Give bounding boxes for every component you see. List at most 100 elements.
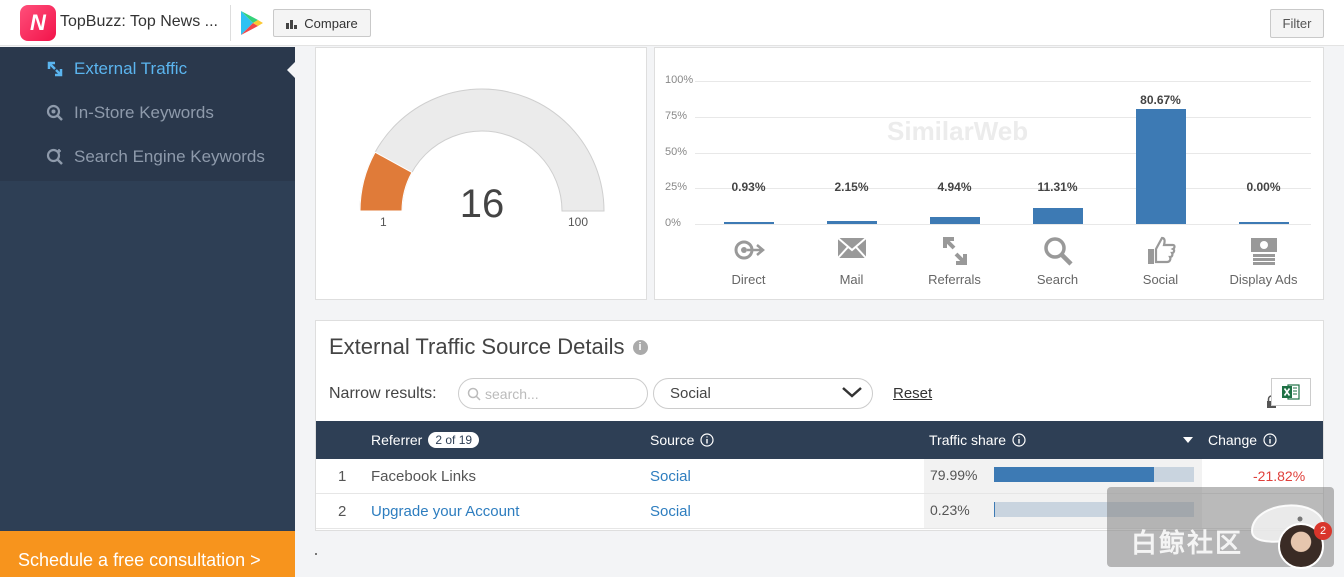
category-label[interactable]: Mail: [839, 272, 864, 287]
info-icon[interactable]: [700, 433, 714, 447]
app-logo[interactable]: N: [20, 5, 56, 41]
col-traffic-share-label: Traffic share: [929, 432, 1007, 448]
info-icon[interactable]: i: [632, 339, 648, 355]
bar-search[interactable]: [1032, 207, 1083, 224]
search-box[interactable]: [458, 378, 648, 409]
search-input[interactable]: [485, 385, 635, 402]
external-traffic-icon: [47, 61, 63, 77]
row-rank: 1: [338, 468, 347, 485]
col-change[interactable]: Change: [1208, 432, 1277, 448]
notification-badge[interactable]: 2: [1314, 522, 1332, 540]
sidebar-item-label: Search Engine Keywords: [74, 147, 265, 166]
schedule-consultation-button[interactable]: Schedule a free consultation >: [0, 531, 295, 577]
reset-link[interactable]: Reset: [893, 385, 933, 402]
logo-letter: N: [30, 10, 46, 35]
dot: [315, 553, 317, 555]
sidebar-item-instore-keywords[interactable]: In-Store Keywords: [46, 103, 214, 123]
search-icon[interactable]: [1008, 236, 1108, 266]
app-title[interactable]: TopBuzz: Top News ...: [60, 13, 218, 30]
traffic-share-cell: 79.99%: [924, 459, 1202, 493]
traffic-sources-chart-panel: SimilarWeb 100% 75% 50% 25% 0% 0.93% Direct 2.1…: [654, 47, 1324, 300]
gridline: [695, 152, 1311, 154]
source-filter-value: Social: [670, 385, 711, 402]
bar-referrals[interactable]: [929, 216, 980, 224]
display-ads-icon[interactable]: [1214, 236, 1314, 266]
gridline: [695, 81, 1311, 82]
category-label[interactable]: Search: [1036, 272, 1079, 287]
active-indicator: [287, 62, 295, 78]
source-link[interactable]: Social: [650, 468, 691, 485]
social-thumbs-up-icon[interactable]: [1111, 236, 1211, 266]
top-bar: N TopBuzz: Top News ... Compare Filter: [0, 0, 1344, 46]
compare-button[interactable]: Compare: [273, 9, 371, 37]
referrals-icon[interactable]: [905, 236, 1005, 266]
gridline: [695, 224, 1311, 225]
divider: [230, 5, 231, 41]
sidebar-item-external-traffic[interactable]: External Traffic: [46, 59, 187, 79]
instore-search-icon: [46, 104, 63, 121]
category-label[interactable]: Display Ads: [1229, 272, 1298, 287]
gauge-value: 16: [459, 182, 505, 226]
gauge-fill: [359, 151, 413, 212]
gridline: [695, 116, 1311, 118]
chevron-down-icon: [842, 387, 862, 398]
y-tick-label: 50%: [665, 145, 688, 158]
category-label[interactable]: Referrals: [928, 272, 981, 287]
excel-icon: [1282, 384, 1300, 400]
gauge-min-label: 1: [380, 215, 387, 229]
bar-direct[interactable]: [723, 222, 774, 224]
traffic-share-bar: [994, 467, 1194, 482]
result-count-badge: 2 of 19: [428, 432, 480, 448]
similarweb-watermark: SimilarWeb: [887, 116, 1029, 146]
row-rank: 2: [338, 503, 347, 520]
search-engine-icon: [46, 148, 63, 165]
bar-value-label: 80.67%: [1140, 92, 1181, 107]
global-rank-gauge-panel: 16 1 100: [315, 47, 647, 300]
table-row: 1 Facebook Links Social 79.99% -21.82%: [316, 459, 1323, 494]
gauge-chart: [359, 88, 605, 212]
bar-mail[interactable]: [826, 220, 877, 224]
gauge-track: [359, 88, 605, 212]
direct-icon[interactable]: [699, 236, 799, 264]
col-source[interactable]: Source: [650, 432, 714, 448]
sidebar: External Traffic In-Store Keywords Searc…: [0, 47, 295, 577]
info-icon[interactable]: [1263, 433, 1277, 447]
bar-social[interactable]: [1135, 108, 1186, 224]
traffic-share-value: 0.23%: [930, 502, 970, 518]
y-tick-label: 100%: [665, 74, 694, 86]
bar-value-label: 4.94%: [937, 180, 972, 194]
category-label[interactable]: Direct: [731, 272, 766, 287]
source-filter-select[interactable]: Social: [653, 378, 873, 409]
info-icon[interactable]: [1012, 433, 1026, 447]
google-play-icon[interactable]: [240, 10, 264, 36]
y-tick-label: 25%: [665, 181, 688, 194]
gauge-max-label: 100: [568, 215, 589, 229]
y-tick-label: 0%: [665, 217, 681, 229]
bar-chart-icon: [286, 19, 298, 29]
search-icon: [467, 387, 481, 401]
bar-value-label: 0.93%: [731, 180, 766, 194]
col-referrer-label: Referrer: [371, 432, 423, 448]
filter-button[interactable]: Filter: [1270, 9, 1324, 38]
col-change-label: Change: [1208, 432, 1258, 448]
traffic-share-value: 79.99%: [930, 467, 978, 483]
source-link[interactable]: Social: [650, 503, 691, 520]
col-referrer[interactable]: Referrer 2 of 19: [371, 432, 480, 448]
change-value: -21.82%: [1253, 468, 1306, 484]
excel-export-button[interactable]: [1271, 378, 1311, 406]
sidebar-item-label: External Traffic: [74, 59, 188, 78]
narrow-results-label: Narrow results:: [329, 385, 437, 402]
col-traffic-share[interactable]: Traffic share: [929, 432, 1026, 448]
details-title: External Traffic Source Details i: [329, 334, 648, 360]
bar-value-label: 0.00%: [1246, 180, 1281, 194]
bar-display-ads[interactable]: [1238, 222, 1289, 224]
sidebar-item-search-engine-keywords[interactable]: Search Engine Keywords: [46, 147, 265, 167]
mail-icon[interactable]: [802, 236, 902, 260]
traffic-source-details-panel: External Traffic Source Details i Narrow…: [315, 320, 1324, 531]
category-label[interactable]: Social: [1142, 272, 1179, 287]
bar-value-label: 2.15%: [834, 180, 869, 194]
bar-value-label: 11.31%: [1037, 180, 1078, 194]
upgrade-account-link[interactable]: Upgrade your Account: [371, 503, 520, 520]
traffic-share-fill: [994, 467, 1154, 482]
sort-desc-icon[interactable]: [1183, 437, 1193, 443]
